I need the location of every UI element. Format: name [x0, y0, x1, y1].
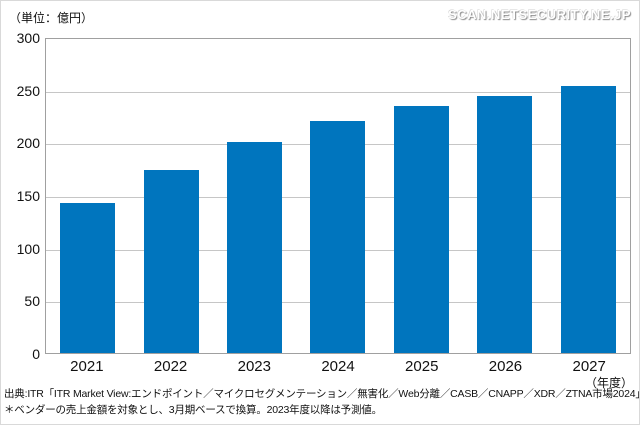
- footnote-text: ＊ベンダーの売上金額を対象とし、3月期ベースで換算。2023年度以降は予測値。: [4, 404, 382, 416]
- y-axis-tick-labels: 0 50 100 150 200 250 300: [1, 30, 40, 362]
- bar-2024: [310, 120, 366, 353]
- source-citation-text: 出典:ITR「ITR Market View:エンドポイント／マイクロセグメンテ…: [4, 388, 640, 400]
- y-axis-tick-label-50: 50: [24, 293, 40, 310]
- chart-plot-area: [45, 38, 631, 354]
- bar-2027: [560, 86, 616, 353]
- bar-cell-2027: [547, 39, 630, 353]
- x-axis-tick-label-2026: 2026: [488, 358, 523, 375]
- footer-notes: 出典:ITR「ITR Market View:エンドポイント／マイクロセグメンテ…: [4, 386, 640, 418]
- x-axis-unit-label: （年度）: [584, 376, 633, 390]
- bar-2025: [393, 106, 449, 353]
- bar-cell-2025: [380, 39, 463, 353]
- y-axis-tick-label-100: 100: [16, 240, 40, 257]
- bar-cell-2024: [296, 39, 379, 353]
- bar-2022: [143, 169, 199, 353]
- x-axis-tick-label-2022: 2022: [153, 358, 188, 375]
- bar-cell-2022: [129, 39, 212, 353]
- bar-cell-2021: [46, 39, 129, 353]
- x-axis-tick-label-2021: 2021: [70, 358, 104, 375]
- bar-2023: [227, 141, 283, 353]
- x-axis-tick-labels: 2021 2022 2023 2024 2025 2026 2027: [45, 358, 631, 375]
- bar-cell-2023: [213, 39, 296, 353]
- gridline-250: [46, 91, 630, 93]
- y-axis-tick-label-150: 150: [16, 188, 40, 204]
- site-watermark: SCAN.NETSECURITY.NE.JP: [448, 7, 631, 22]
- x-axis-tick-label-2025: 2025: [405, 358, 439, 375]
- bar-series: [46, 39, 630, 353]
- x-axis-tick-label-2024: 2024: [321, 358, 355, 375]
- y-axis-tick-label-300: 300: [16, 30, 40, 46]
- y-axis-tick-label-0: 0: [32, 346, 40, 362]
- bar-cell-2026: [463, 39, 546, 353]
- x-axis-tick-label-2027: 2027: [572, 358, 606, 375]
- x-axis-tick-label-2023: 2023: [237, 358, 271, 375]
- y-axis-tick-label-200: 200: [16, 135, 40, 152]
- y-axis-unit-label: （単位：億円）: [9, 11, 94, 25]
- y-axis-tick-label-250: 250: [16, 82, 40, 99]
- bar-2026: [477, 95, 533, 353]
- bar-2021: [60, 203, 116, 353]
